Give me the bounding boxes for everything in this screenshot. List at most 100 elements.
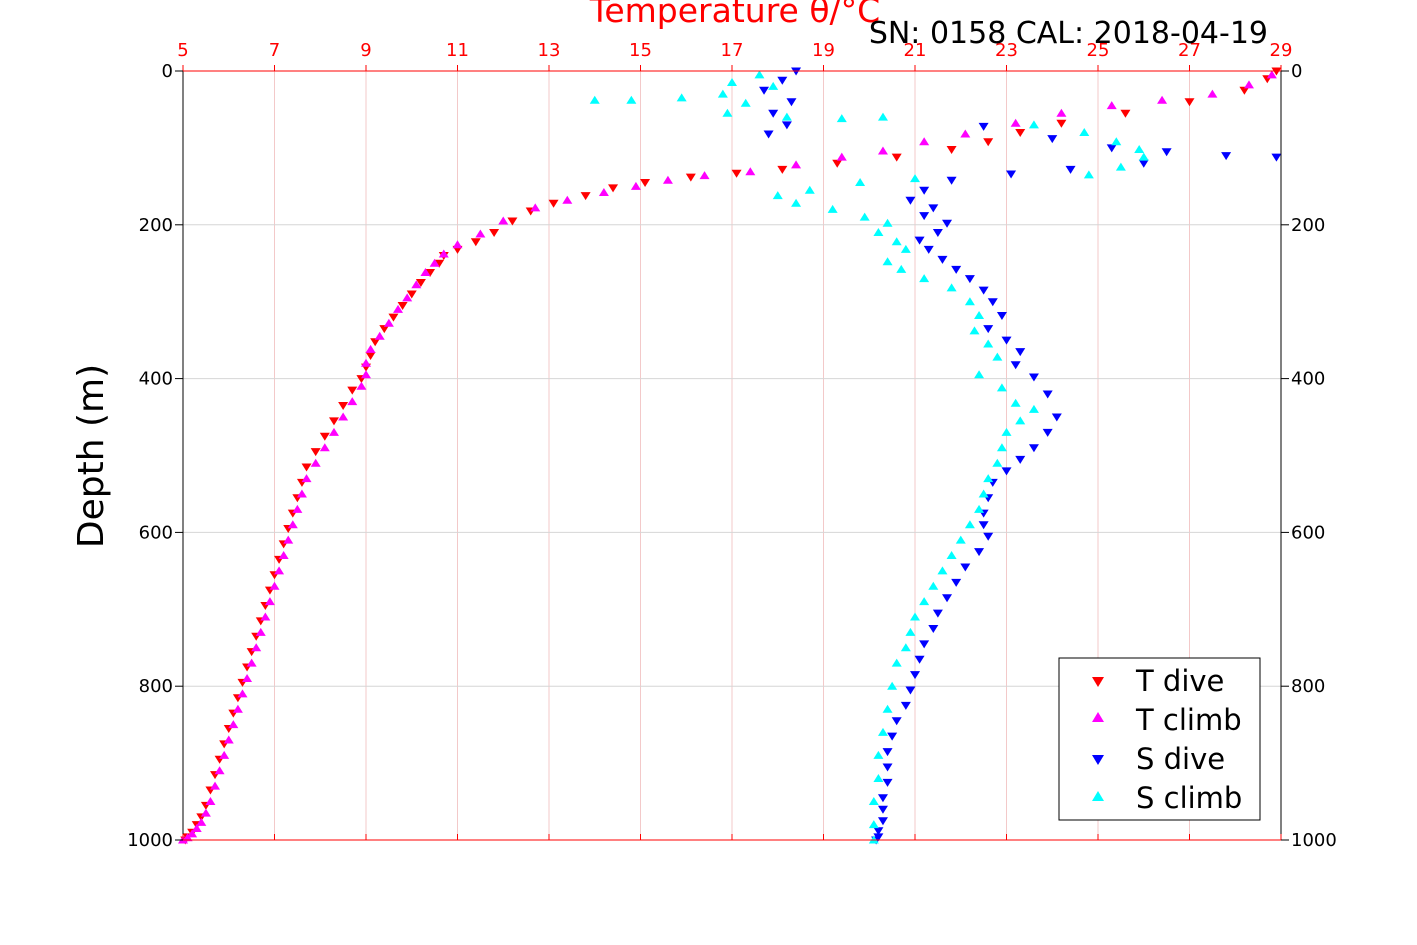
y-tick-label-right: 600 [1291, 522, 1325, 543]
data-point [900, 244, 911, 253]
data-point [1047, 135, 1058, 144]
data-point [196, 817, 207, 826]
data-point [246, 658, 257, 667]
data-point [640, 179, 651, 188]
data-point [919, 186, 930, 195]
data-point [969, 326, 980, 335]
data-point [992, 352, 1003, 361]
data-point [662, 175, 673, 184]
legend-entry-s-dive: S dive [1092, 742, 1225, 776]
data-point [365, 344, 376, 353]
data-point [1001, 336, 1012, 345]
data-point [942, 219, 953, 228]
data-point [978, 286, 989, 295]
data-point [855, 178, 866, 187]
data-point [598, 188, 609, 197]
data-point [296, 489, 307, 498]
data-point [402, 293, 413, 302]
data-point [397, 302, 408, 311]
data-point [882, 257, 893, 266]
data-point [1157, 95, 1168, 104]
data-point [996, 312, 1007, 321]
data-point [530, 203, 541, 212]
data-point [768, 109, 779, 118]
data-point [251, 643, 262, 652]
data-point [438, 249, 449, 258]
data-point [832, 159, 843, 168]
data-point [791, 160, 802, 169]
data-point [891, 717, 902, 726]
data-point [310, 448, 321, 457]
y-tick-label-right: 1000 [1291, 830, 1337, 851]
data-point [896, 264, 907, 273]
data-point [264, 597, 275, 606]
data-point [356, 381, 367, 390]
data-point [310, 458, 321, 467]
data-point [374, 331, 385, 340]
y-tick-label: 800 [139, 676, 173, 697]
data-point [964, 297, 975, 306]
x-tick-label: 11 [446, 40, 469, 61]
data-point [955, 535, 966, 544]
data-point [974, 548, 985, 557]
data-point [727, 78, 737, 87]
x-tick-label: 17 [721, 40, 744, 61]
legend-entry-t-climb: T climb [1092, 703, 1242, 737]
data-point [983, 138, 994, 147]
legend-label-t-climb: T climb [1135, 703, 1242, 737]
data-point [777, 165, 788, 174]
data-point [868, 797, 879, 806]
data-point [877, 805, 888, 814]
data-point [361, 370, 371, 379]
series-layer [178, 67, 1282, 845]
data-point [347, 397, 358, 406]
data-point [489, 228, 500, 237]
x-tick-label: 13 [538, 40, 561, 61]
data-point [365, 352, 376, 361]
data-point [1138, 159, 1149, 168]
data-point [905, 686, 916, 695]
data-point [919, 274, 930, 283]
data-point [383, 318, 394, 327]
data-point [393, 304, 404, 313]
data-point [873, 750, 884, 759]
legend-label-s-dive: S dive [1136, 742, 1225, 776]
data-point [836, 114, 847, 123]
data-point [877, 817, 888, 826]
data-point [877, 146, 888, 155]
data-point [919, 640, 930, 649]
data-point [768, 81, 779, 90]
data-point [1266, 70, 1277, 79]
data-point [214, 766, 225, 775]
data-point [630, 181, 641, 190]
data-point [1134, 144, 1145, 153]
data-point [745, 167, 756, 176]
x-tick-label: 5 [177, 40, 188, 61]
data-point [429, 258, 440, 267]
y-tick-label: 0 [162, 61, 173, 82]
data-point [608, 184, 619, 193]
y-tick-label-right: 800 [1291, 676, 1325, 697]
data-point [873, 773, 884, 782]
data-point [319, 432, 330, 441]
y-tick-label: 600 [139, 522, 173, 543]
data-point [754, 70, 765, 79]
data-point [1138, 152, 1149, 161]
series-s-climb [589, 70, 1149, 844]
y-tick-label: 200 [139, 215, 173, 236]
data-point [914, 655, 925, 664]
data-point [717, 89, 728, 98]
data-point [983, 339, 994, 348]
data-point [932, 228, 943, 237]
data-point [974, 504, 985, 513]
data-point [205, 797, 216, 806]
data-point [434, 259, 445, 268]
data-point [1010, 118, 1021, 127]
data-point [283, 535, 294, 544]
data-point [983, 532, 994, 541]
legend-marker-s-dive [1092, 755, 1104, 765]
data-point [914, 236, 925, 245]
legend-label-s-climb: S climb [1136, 781, 1242, 815]
data-point [978, 122, 989, 131]
